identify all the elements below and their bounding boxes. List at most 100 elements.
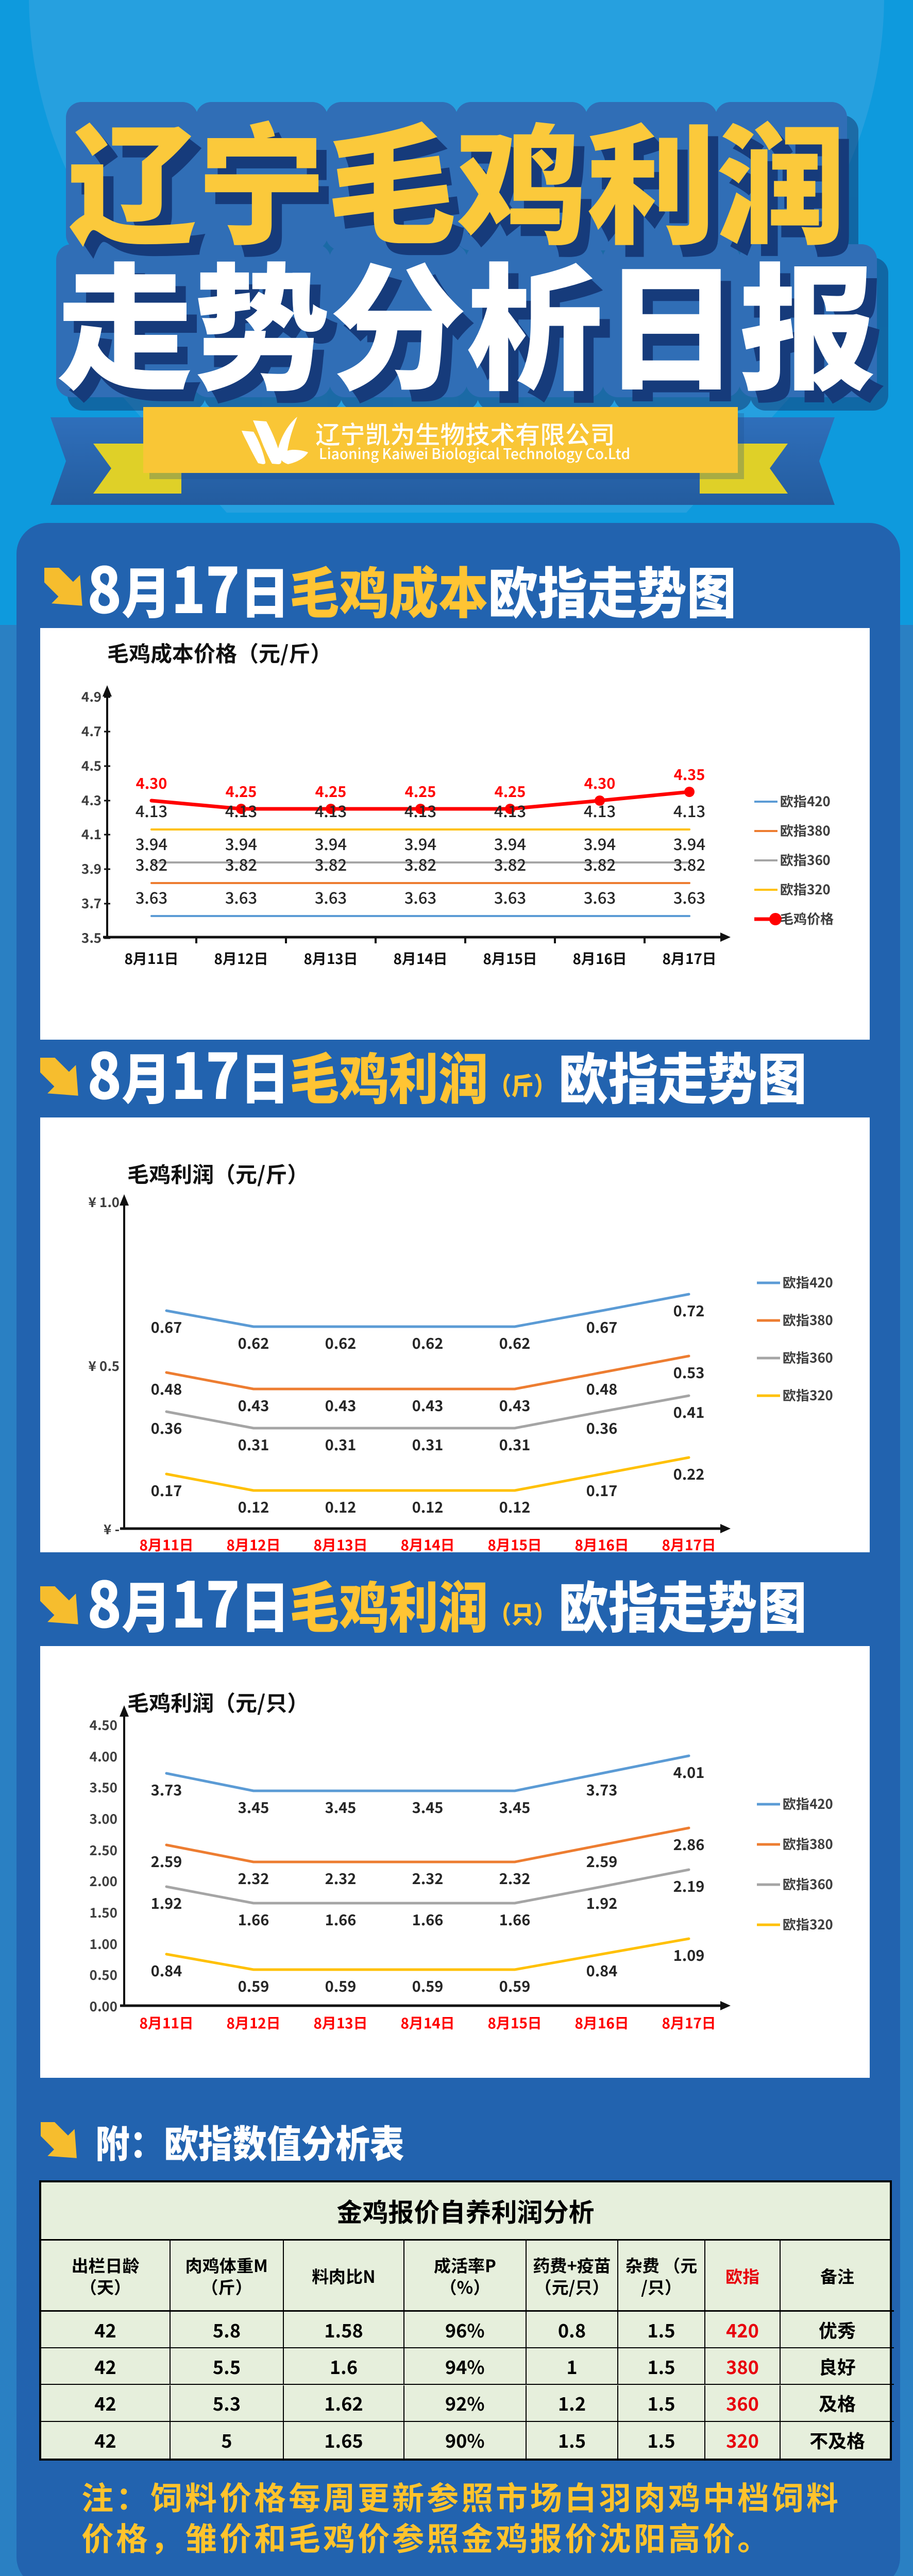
svg-text:0.72: 0.72: [673, 1299, 705, 1321]
svg-text:欧指360: 欧指360: [783, 1874, 833, 1893]
svg-text:3.82: 3.82: [673, 852, 705, 875]
svg-text:欧指380: 欧指380: [780, 821, 831, 840]
svg-text:3.50: 3.50: [90, 1777, 117, 1797]
svg-text:4.13: 4.13: [225, 799, 257, 822]
svg-text:0.43: 0.43: [412, 1394, 444, 1416]
svg-text:3.82: 3.82: [225, 852, 257, 875]
svg-text:8月16日: 8月16日: [574, 2012, 629, 2033]
svg-text:3.82: 3.82: [315, 852, 347, 875]
svg-text:欧指420: 欧指420: [783, 1273, 833, 1292]
svg-text:3.82: 3.82: [584, 852, 616, 875]
svg-text:毛鸡利润（元/斤）: 毛鸡利润（元/斤）: [127, 1158, 309, 1189]
svg-text:0.31: 0.31: [325, 1433, 357, 1455]
svg-text:3.63: 3.63: [673, 885, 705, 908]
svg-text:3.63: 3.63: [225, 885, 257, 908]
svg-text:0.84: 0.84: [586, 1959, 618, 1981]
svg-text:3.94: 3.94: [584, 832, 616, 855]
svg-text:0.17: 0.17: [151, 1479, 182, 1501]
svg-text:8月17日: 8月17日: [662, 1534, 716, 1552]
svg-text:4.25: 4.25: [226, 780, 257, 802]
svg-text:¥ 0.5: ¥ 0.5: [89, 1356, 120, 1375]
svg-text:8月14日: 8月14日: [400, 1534, 455, 1552]
svg-text:2.86: 2.86: [673, 1833, 705, 1855]
svg-text:0.43: 0.43: [499, 1394, 531, 1416]
svg-text:4.7: 4.7: [81, 721, 102, 740]
svg-text:毛鸡利润（元/只）: 毛鸡利润（元/只）: [127, 1686, 309, 1718]
svg-text:1.66: 1.66: [325, 1908, 357, 1930]
svg-text:4.25: 4.25: [315, 780, 347, 802]
svg-text:0.43: 0.43: [238, 1394, 269, 1416]
svg-text:4.13: 4.13: [315, 799, 347, 822]
svg-text:¥ -: ¥ -: [104, 1519, 120, 1538]
svg-text:8月11日: 8月11日: [139, 2012, 194, 2033]
svg-text:欧指380: 欧指380: [783, 1834, 833, 1853]
svg-text:4.3: 4.3: [81, 790, 102, 809]
svg-text:1.66: 1.66: [499, 1908, 531, 1930]
svg-text:辽宁凯为生物技术有限公司: 辽宁凯为生物技术有限公司: [315, 415, 615, 451]
svg-text:4.1: 4.1: [81, 824, 102, 843]
svg-text:欧指420: 欧指420: [780, 791, 831, 810]
svg-text:辽宁毛鸡利润: 辽宁毛鸡利润: [67, 82, 846, 270]
svg-text:0.12: 0.12: [412, 1496, 444, 1517]
svg-text:4.35: 4.35: [674, 763, 705, 785]
svg-text:4.9: 4.9: [81, 687, 102, 706]
svg-text:1.50: 1.50: [90, 1903, 117, 1922]
svg-text:3.94: 3.94: [225, 832, 257, 855]
svg-text:4.00: 4.00: [90, 1747, 117, 1766]
svg-text:2.19: 2.19: [673, 1875, 705, 1896]
svg-text:3.45: 3.45: [325, 1796, 357, 1818]
svg-text:¥ 1.0: ¥ 1.0: [89, 1192, 120, 1211]
svg-text:8月17日: 8月17日: [662, 2012, 716, 2033]
svg-text:3.94: 3.94: [136, 832, 167, 855]
svg-text:2.32: 2.32: [325, 1867, 357, 1889]
svg-text:3.82: 3.82: [136, 852, 167, 875]
svg-text:8月15日: 8月15日: [483, 948, 537, 969]
svg-text:3.82: 3.82: [494, 852, 526, 875]
svg-text:毛鸡成本价格（元/斤）: 毛鸡成本价格（元/斤）: [107, 637, 332, 668]
svg-text:4.13: 4.13: [673, 799, 705, 822]
svg-text:3.63: 3.63: [584, 885, 616, 908]
svg-text:8月15日: 8月15日: [487, 2012, 542, 2033]
svg-text:欧指380: 欧指380: [783, 1310, 833, 1329]
svg-text:4.13: 4.13: [584, 799, 616, 822]
svg-text:0.48: 0.48: [586, 1378, 618, 1399]
svg-text:0.50: 0.50: [90, 1965, 117, 1984]
svg-text:8月11日: 8月11日: [124, 948, 179, 969]
svg-text:0.62: 0.62: [238, 1332, 269, 1353]
svg-text:8月12日: 8月12日: [214, 948, 268, 969]
svg-text:8月13日: 8月13日: [313, 2012, 368, 2033]
svg-text:3.73: 3.73: [151, 1778, 182, 1800]
svg-text:欧指360: 欧指360: [780, 850, 831, 869]
svg-text:4.30: 4.30: [584, 772, 616, 793]
svg-text:8月12日: 8月12日: [226, 1534, 281, 1552]
svg-text:欧指420: 欧指420: [783, 1794, 833, 1813]
svg-text:8月12日: 8月12日: [226, 2012, 281, 2033]
svg-text:4.5: 4.5: [81, 756, 102, 775]
svg-text:4.13: 4.13: [404, 799, 436, 822]
svg-text:0.36: 0.36: [586, 1417, 618, 1438]
svg-text:4.30: 4.30: [136, 772, 167, 793]
svg-text:0.62: 0.62: [412, 1332, 444, 1353]
svg-text:3.63: 3.63: [136, 885, 167, 908]
svg-text:8月15日: 8月15日: [487, 1534, 542, 1552]
svg-text:0.62: 0.62: [325, 1332, 357, 1353]
svg-text:0.31: 0.31: [238, 1433, 269, 1455]
svg-text:3.94: 3.94: [494, 832, 526, 855]
svg-text:0.31: 0.31: [499, 1433, 531, 1455]
svg-text:3.9: 3.9: [81, 859, 102, 878]
svg-text:3.94: 3.94: [315, 832, 347, 855]
svg-text:1.92: 1.92: [151, 1892, 182, 1913]
svg-text:8月11日: 8月11日: [139, 1534, 194, 1552]
svg-text:8月17日: 8月17日: [662, 948, 717, 969]
svg-text:4.50: 4.50: [90, 1715, 117, 1734]
svg-text:0.12: 0.12: [238, 1496, 269, 1517]
svg-text:3.94: 3.94: [404, 832, 436, 855]
svg-text:0.43: 0.43: [325, 1394, 357, 1416]
svg-text:0.67: 0.67: [586, 1316, 618, 1337]
svg-text:0.12: 0.12: [499, 1496, 531, 1517]
svg-text:3.45: 3.45: [499, 1796, 531, 1818]
svg-text:Liaoning Kaiwei Biological Tec: Liaoning Kaiwei Biological Technology Co…: [319, 443, 630, 464]
svg-text:0.62: 0.62: [499, 1332, 531, 1353]
svg-text:欧指320: 欧指320: [783, 1914, 833, 1934]
svg-text:0.59: 0.59: [325, 1975, 357, 1996]
